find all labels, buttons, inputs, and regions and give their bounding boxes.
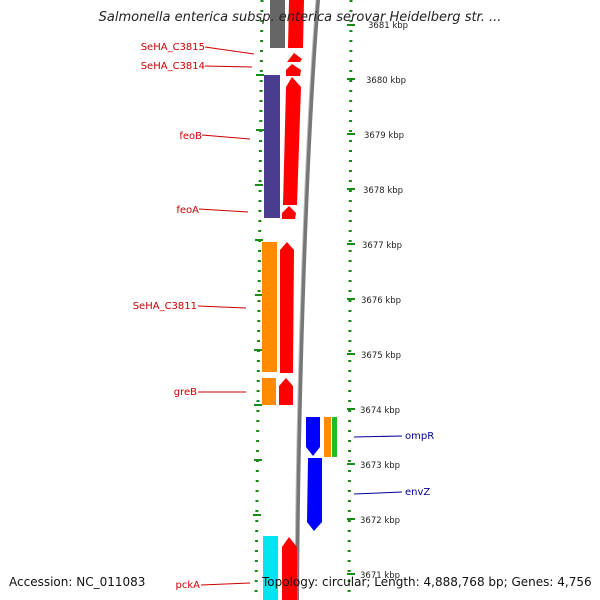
- gene-label-SeHA_C3811[interactable]: SeHA_C3811: [133, 301, 197, 312]
- gene-arrow-feoB: [283, 77, 301, 205]
- category-block-orange-2: [262, 378, 276, 405]
- gene-labels-left: SeHA_C3815 SeHA_C3814 feoB feoA SeHA_C38…: [133, 42, 205, 591]
- category-track: [262, 0, 285, 600]
- genome-title: Salmonella enterica subsp. enterica sero…: [98, 10, 502, 25]
- tick-label-3675: 3675 kbp: [361, 351, 401, 361]
- category-block-ompR-green: [332, 417, 337, 457]
- inner-dotted-ring: [254, 0, 264, 600]
- gene-arrow-SeHA_C3815: [288, 0, 304, 48]
- label-leaders-left: [197, 46, 255, 586]
- gene-label-feoA[interactable]: feoA: [176, 205, 199, 216]
- gene-arrow-SeHA_C3814-body: [286, 64, 301, 76]
- tick-label-3680: 3680 kbp: [366, 76, 406, 86]
- label-leaders-right: [353, 435, 403, 495]
- tick-label-3676: 3676 kbp: [361, 296, 401, 306]
- gene-label-envZ[interactable]: envZ: [405, 487, 430, 498]
- gene-arrow-ompR: [306, 417, 320, 456]
- gene-label-pckA[interactable]: pckA: [176, 580, 201, 591]
- gene-arrow-feoA: [282, 206, 296, 219]
- tick-label-3671: 3671 kbp: [360, 571, 400, 581]
- tick-label-3673: 3673 kbp: [360, 461, 400, 471]
- gene-arrow-pckA: [282, 537, 297, 600]
- gene-track-blue: [306, 417, 322, 531]
- tick-label-3679: 3679 kbp: [364, 131, 404, 141]
- gene-label-feoB[interactable]: feoB: [179, 131, 202, 142]
- ompR-category-track: [324, 417, 337, 457]
- tick-label-3677: 3677 kbp: [362, 241, 402, 251]
- gene-arrow-envZ: [307, 458, 322, 531]
- tick-label-3674: 3674 kbp: [360, 406, 400, 416]
- gene-track-red: [279, 0, 304, 600]
- tick-label-3672: 3672 kbp: [360, 516, 400, 526]
- category-block-grey: [270, 0, 285, 48]
- genome-backbone-arc-highlight: [294, 0, 317, 600]
- category-block-purple: [264, 75, 280, 218]
- gene-label-ompR[interactable]: ompR: [405, 431, 434, 442]
- gene-label-greB[interactable]: greB: [174, 387, 197, 398]
- gene-arrow-greB: [279, 378, 293, 405]
- gene-label-SeHA_C3815[interactable]: SeHA_C3815: [141, 42, 205, 53]
- gene-labels-right: ompR envZ: [405, 431, 434, 498]
- tick-marks: [253, 24, 355, 575]
- category-block-ompR-orange: [324, 417, 331, 457]
- gene-arrow-SeHA_C3814: [287, 53, 302, 62]
- tick-label-group: 3681 kbp 3680 kbp 3679 kbp 3678 kbp 3677…: [360, 21, 408, 581]
- tick-label-3681: 3681 kbp: [368, 21, 408, 31]
- category-block-orange-1: [262, 242, 277, 372]
- tick-label-3678: 3678 kbp: [363, 186, 403, 196]
- category-block-cyan: [263, 536, 278, 600]
- gene-arrow-SeHA_C3811: [280, 242, 294, 373]
- gene-label-SeHA_C3814[interactable]: SeHA_C3814: [141, 61, 205, 72]
- accession-text: Accession: NC_011083: [9, 575, 146, 589]
- genome-summary-text: Topology: circular; Length: 4,888,768 bp…: [262, 575, 592, 589]
- genome-backbone-arc: [295, 0, 320, 600]
